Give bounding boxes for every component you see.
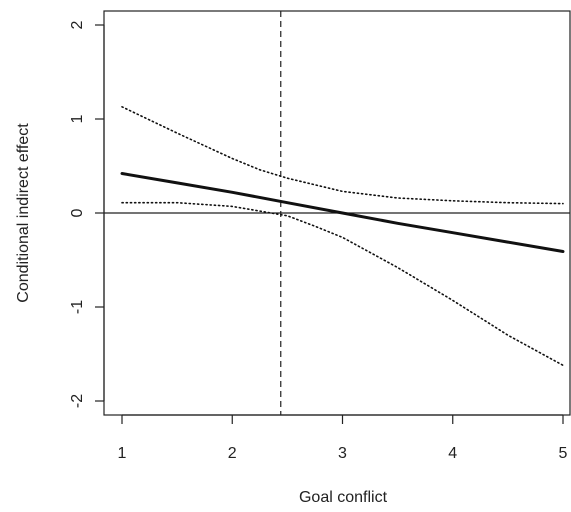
series-layer: [120, 106, 565, 367]
x-tick-label: 5: [559, 445, 568, 462]
x-axis: 1 2 3 4 5: [118, 414, 568, 462]
y-tick-label: 1: [69, 114, 86, 123]
x-axis-label: Goal conflict: [299, 489, 388, 506]
confidence-band-line-2: [121, 201, 564, 367]
x-tick-label: 3: [338, 445, 347, 462]
y-tick-label: 2: [69, 20, 86, 29]
x-tick-label: 4: [448, 445, 457, 462]
y-axis: 2 1 0 -1 -2: [69, 20, 105, 408]
y-axis-label: Conditional indirect effect: [15, 123, 32, 303]
confidence-band-line-1: [121, 106, 564, 205]
x-tick-label: 2: [228, 445, 237, 462]
y-tick-label: -2: [69, 394, 86, 408]
y-tick-label: -1: [69, 300, 86, 314]
estimate-line: [120, 172, 565, 253]
y-tick-label: 0: [69, 208, 86, 217]
x-tick-label: 1: [118, 445, 127, 462]
